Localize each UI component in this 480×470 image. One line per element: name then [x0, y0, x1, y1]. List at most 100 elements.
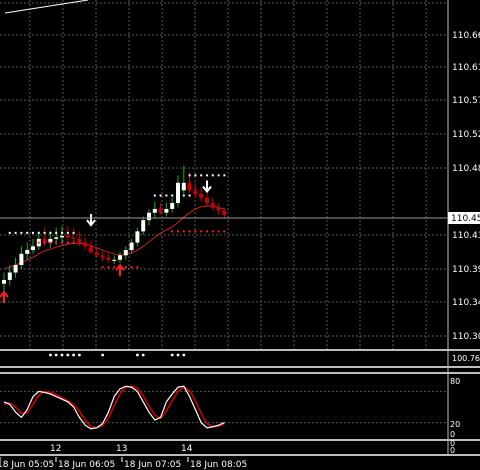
support-dot — [113, 266, 116, 269]
candle-body — [25, 250, 30, 254]
signal-dot — [136, 353, 139, 357]
support-dot — [49, 241, 52, 244]
support-dot — [182, 230, 185, 233]
candle-body — [42, 238, 47, 243]
resistance-dot — [182, 194, 185, 197]
stoch-level-label: 0 — [450, 430, 455, 439]
resistance-dot — [14, 231, 17, 234]
candle-body — [158, 208, 163, 213]
candle-body — [216, 207, 221, 211]
candle-body — [89, 246, 93, 253]
bottom-panel-label: 0 — [450, 446, 455, 455]
resistance-dot — [223, 174, 226, 177]
support-dot — [177, 230, 179, 233]
resistance-dot — [206, 174, 208, 177]
resistance-dot — [55, 231, 58, 234]
down-arrow-icon — [202, 180, 212, 194]
signal-dot — [66, 353, 70, 357]
support-dot — [37, 241, 40, 244]
signal-dot — [176, 353, 180, 357]
candle-body — [152, 208, 157, 213]
support-dot — [72, 241, 75, 244]
candle-body — [210, 202, 215, 208]
resistance-dot — [32, 231, 34, 234]
resistance-dot — [61, 231, 63, 234]
price-label: 110.30 — [452, 332, 480, 342]
candle-body — [13, 265, 18, 273]
ma-layer — [3, 205, 225, 270]
signal-dot — [60, 353, 64, 357]
price-label: 110.66 — [452, 31, 480, 41]
candle-body — [19, 253, 24, 266]
stoch-level-label: 80 — [450, 377, 460, 386]
support-dot — [43, 241, 46, 244]
support-dot — [101, 266, 104, 269]
candle-body — [205, 197, 209, 203]
candle-body — [100, 255, 105, 258]
stoch-main-line — [3, 385, 225, 430]
candle-body — [164, 208, 169, 213]
current-price-label-box — [448, 212, 480, 224]
price-label: 110.61 — [452, 63, 480, 73]
resistance-dot — [177, 194, 179, 197]
resistance-dot — [66, 231, 69, 234]
support-dot — [188, 230, 191, 233]
candle-body — [54, 237, 59, 239]
signal-dot — [49, 353, 52, 357]
candles-layer — [2, 165, 227, 292]
hour-marker: 12 — [50, 444, 61, 454]
time-label: 18 Jun 05:05 — [0, 460, 54, 470]
signal-dot — [101, 353, 104, 357]
candle-body — [170, 202, 175, 209]
support-dot — [136, 266, 139, 269]
candle-body — [123, 250, 128, 256]
resistance-dot — [37, 231, 40, 234]
candle-body — [135, 231, 140, 243]
resistance-dot — [165, 194, 168, 197]
resistance-dot — [171, 194, 174, 197]
candle-body — [65, 235, 70, 238]
candle-body — [77, 238, 82, 243]
resistance-dot — [153, 194, 156, 197]
trend-line[interactable] — [4, 0, 89, 14]
resistance-dot — [26, 231, 29, 234]
candle-body — [7, 272, 12, 280]
support-dot — [211, 230, 214, 233]
dots-panel-label: 100.76 — [452, 354, 480, 363]
signal-dot — [182, 353, 186, 357]
candle-body — [193, 190, 198, 195]
stochastic-panel — [0, 385, 448, 430]
support-dot — [171, 230, 174, 233]
down-arrow-icon — [86, 214, 96, 227]
candle-body — [2, 279, 6, 284]
support-dot — [130, 266, 133, 269]
candle-body — [176, 182, 180, 203]
signal-dot — [72, 353, 75, 357]
signal-dot — [141, 353, 145, 357]
support-dot — [107, 266, 110, 269]
up-arrow-icon — [0, 290, 9, 304]
support-dot — [124, 266, 127, 269]
resistance-dot — [72, 231, 75, 234]
candle-body — [106, 257, 111, 260]
hour-marker: 14 — [181, 444, 193, 454]
candle-body — [141, 220, 146, 232]
bottom-panel-label: 0 — [450, 439, 455, 448]
resistance-dot — [49, 231, 52, 234]
signal-dot — [54, 353, 58, 357]
grid-layer — [0, 0, 448, 350]
time-axis: 18 Jun 05:05 18 Jun 06:05 18 Jun 07:05 1… — [0, 457, 247, 470]
resistance-dot — [200, 174, 203, 177]
support-dot — [194, 230, 197, 233]
dots-panel — [49, 353, 186, 357]
support-dot — [217, 230, 220, 233]
resistance-dot — [217, 174, 220, 177]
resistance-dot — [20, 231, 23, 234]
price-label: 110.48 — [452, 164, 480, 174]
candle-body — [94, 252, 99, 256]
candle-body — [199, 194, 204, 198]
moving-average-line — [3, 205, 225, 270]
resistance-dot — [43, 231, 46, 234]
support-dot — [55, 241, 58, 244]
